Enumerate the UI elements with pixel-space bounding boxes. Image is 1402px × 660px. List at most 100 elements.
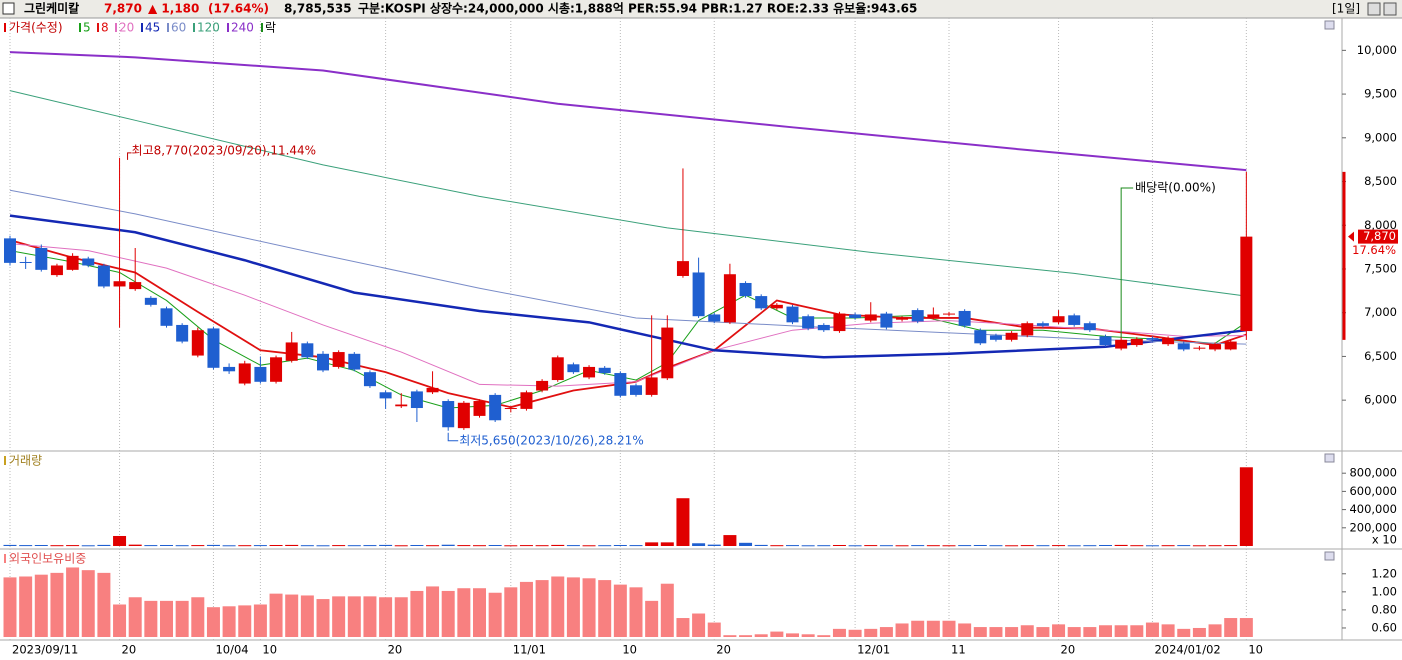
candle-body bbox=[50, 265, 63, 276]
bar bbox=[300, 595, 314, 637]
bar bbox=[1036, 545, 1050, 547]
panel-menu[interactable] bbox=[1324, 551, 1335, 561]
bar bbox=[973, 544, 987, 546]
panel-menu[interactable] bbox=[1324, 453, 1335, 463]
candle-body bbox=[332, 352, 345, 367]
bar bbox=[1192, 545, 1206, 547]
panel-menu[interactable] bbox=[1324, 20, 1335, 30]
candle-body bbox=[176, 324, 189, 342]
legend-label: 240 bbox=[231, 21, 254, 35]
annotation: 최고8,770(2023/09/20),11.44% bbox=[132, 143, 317, 157]
bar bbox=[394, 597, 408, 637]
bar bbox=[457, 545, 471, 547]
candle-body bbox=[723, 274, 736, 323]
stock-change-pct: (17.64%) bbox=[208, 2, 269, 16]
bar bbox=[253, 545, 267, 547]
candle-body bbox=[1115, 339, 1128, 349]
candle-body bbox=[1224, 341, 1237, 350]
y-tick-label: 10,000 bbox=[1357, 43, 1397, 57]
candle-body bbox=[113, 281, 126, 287]
candle-body bbox=[536, 380, 549, 391]
period-button[interactable]: [1일] bbox=[1332, 2, 1360, 16]
candle-body bbox=[1209, 344, 1222, 350]
candle-body bbox=[223, 366, 236, 372]
candle-body bbox=[645, 377, 658, 395]
bar bbox=[660, 542, 674, 546]
candle-body bbox=[1130, 338, 1143, 346]
bar bbox=[1161, 624, 1175, 637]
candle-body bbox=[129, 282, 142, 290]
bar bbox=[175, 600, 189, 637]
bar bbox=[285, 594, 299, 637]
bar bbox=[238, 545, 252, 547]
x-tick-label: 10 bbox=[622, 643, 637, 657]
annotation: 최저5,650(2023/10/26),28.21% bbox=[459, 433, 644, 447]
annotation-arrow bbox=[447, 432, 459, 442]
bar bbox=[66, 545, 80, 547]
bar bbox=[613, 544, 627, 546]
candle-body bbox=[160, 308, 173, 326]
bar bbox=[598, 580, 612, 637]
legend-swatch bbox=[167, 23, 169, 32]
candle-body bbox=[770, 304, 783, 309]
candle-body bbox=[989, 335, 1002, 340]
bar bbox=[191, 597, 205, 637]
restore-button[interactable] bbox=[1367, 2, 1381, 16]
candle-body bbox=[254, 366, 267, 382]
x-tick-label: 2024/01/02 bbox=[1154, 643, 1220, 657]
candle-body bbox=[583, 366, 596, 378]
bar bbox=[144, 600, 158, 637]
candle-body bbox=[379, 392, 392, 399]
candle-body bbox=[457, 402, 470, 429]
bar bbox=[942, 620, 956, 637]
bar bbox=[1145, 622, 1159, 637]
bar bbox=[238, 605, 252, 637]
bar bbox=[426, 586, 440, 637]
bar bbox=[1067, 545, 1081, 547]
ma-line bbox=[9, 90, 1247, 297]
candle-body bbox=[82, 258, 95, 266]
candle-body bbox=[1052, 316, 1065, 323]
bar bbox=[598, 545, 612, 547]
bar bbox=[551, 544, 565, 546]
candle-body bbox=[692, 272, 705, 317]
bar bbox=[723, 635, 737, 637]
bar bbox=[1208, 545, 1222, 547]
legend-swatch bbox=[79, 23, 81, 32]
candle-body bbox=[363, 372, 376, 387]
bar bbox=[864, 545, 878, 547]
close-button[interactable] bbox=[1383, 2, 1397, 16]
x-tick-label: 12/01 bbox=[857, 643, 890, 657]
bar bbox=[316, 599, 330, 637]
bar bbox=[817, 545, 831, 547]
y-tick-label: 400,000 bbox=[1349, 502, 1397, 516]
bar bbox=[1067, 627, 1081, 637]
bar bbox=[394, 545, 408, 547]
y-tick-label: 6,500 bbox=[1364, 349, 1397, 363]
y-tick-label: 1.00 bbox=[1371, 584, 1397, 598]
candle-body bbox=[661, 327, 674, 379]
candle-body bbox=[144, 297, 157, 305]
bar bbox=[1083, 545, 1097, 547]
legend-label: 8 bbox=[101, 21, 109, 35]
legend-label: 120 bbox=[197, 21, 220, 35]
candle-body bbox=[301, 343, 314, 358]
bar bbox=[739, 542, 753, 546]
bar bbox=[1083, 627, 1097, 637]
legend-swatch bbox=[115, 23, 117, 32]
y-tick-label: 0.60 bbox=[1371, 620, 1397, 634]
candle-body bbox=[1099, 336, 1112, 346]
bar bbox=[739, 635, 753, 637]
bar bbox=[19, 576, 33, 637]
candle-body bbox=[285, 342, 298, 361]
legend-label: 20 bbox=[119, 21, 134, 35]
bar bbox=[801, 634, 815, 637]
stock-price: 7,870 bbox=[104, 2, 142, 16]
bar bbox=[754, 634, 768, 637]
bar bbox=[50, 545, 64, 547]
bar bbox=[3, 577, 17, 637]
candle-body bbox=[442, 401, 455, 428]
bar bbox=[1145, 545, 1159, 547]
x-tick-label: 10/04 bbox=[215, 643, 248, 657]
candle-body bbox=[880, 313, 893, 328]
